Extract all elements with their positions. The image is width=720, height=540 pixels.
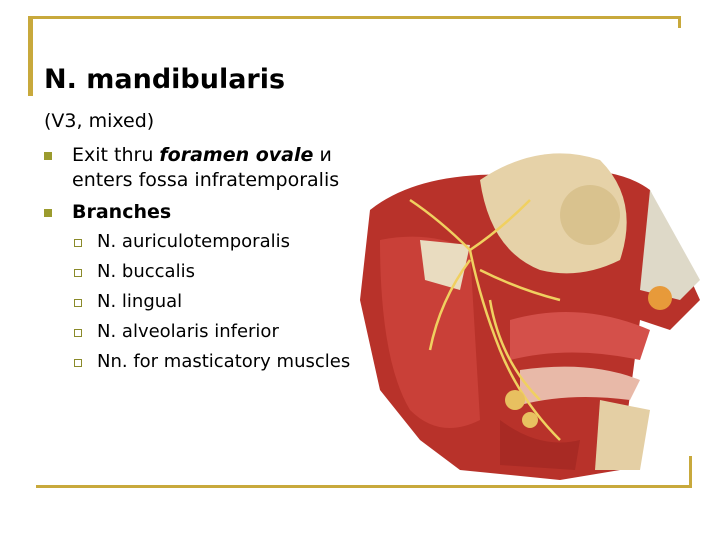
emphasis: foramen ovale: [159, 144, 314, 166]
text: и enters fossa infratemporalis: [72, 144, 340, 191]
sub-bullet-text: Nn. for masticatory muscles: [97, 351, 351, 372]
sub-bullet-text: N. lingual: [97, 291, 183, 312]
anatomy-illustration: [360, 153, 700, 480]
title: N. mandibularis: [44, 64, 286, 95]
sub-bullet-text: N. alveolaris inferior: [97, 321, 279, 342]
bullet-text: Branches: [72, 201, 172, 223]
text: Exit thru: [72, 144, 160, 166]
sub-bullet-text: N. buccalis: [97, 261, 195, 282]
sub-bullet-marker: [74, 329, 82, 337]
bullet-marker: [44, 209, 52, 217]
sub-bullet-marker: [74, 299, 82, 307]
sub-bullet-marker: [74, 239, 82, 247]
frame: [28, 16, 692, 488]
sub-bullet-marker: [74, 359, 82, 367]
sub-bullet-marker: [74, 269, 82, 277]
sub-bullet-text: N. auriculotemporalis: [97, 231, 290, 252]
bullet-marker: [44, 152, 52, 160]
bullet-text: Exit thru foramen ovale и enters fossa i…: [72, 143, 387, 193]
intro: (V3, mixed): [44, 110, 155, 132]
